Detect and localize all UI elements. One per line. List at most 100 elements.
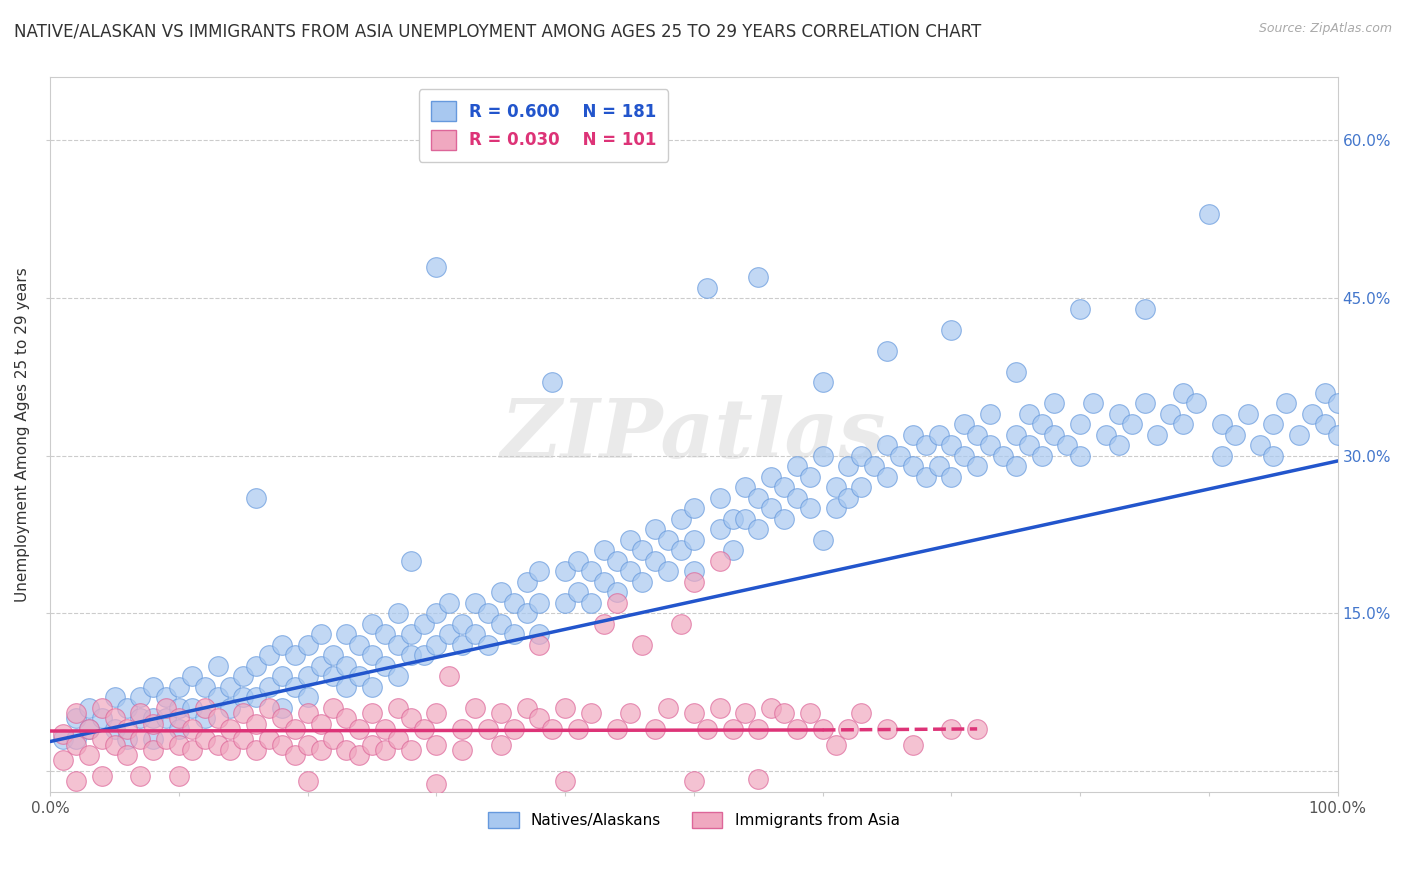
Point <box>683 564 706 578</box>
Point <box>219 743 242 757</box>
Point <box>1069 417 1091 432</box>
Point <box>335 658 357 673</box>
Point <box>245 690 267 705</box>
Point <box>721 543 744 558</box>
Point <box>90 732 112 747</box>
Point <box>270 669 292 683</box>
Point <box>284 648 307 663</box>
Point <box>1031 449 1053 463</box>
Point <box>683 574 706 589</box>
Point <box>889 449 911 463</box>
Point <box>747 722 769 736</box>
Point <box>387 638 409 652</box>
Point <box>953 417 976 432</box>
Point <box>347 638 370 652</box>
Point <box>541 722 564 736</box>
Point <box>194 732 217 747</box>
Point <box>451 616 474 631</box>
Point <box>335 627 357 641</box>
Point <box>347 748 370 763</box>
Point <box>374 743 396 757</box>
Point <box>270 701 292 715</box>
Point <box>502 722 524 736</box>
Point <box>180 669 202 683</box>
Point <box>489 706 512 720</box>
Point <box>451 743 474 757</box>
Point <box>1159 407 1181 421</box>
Point <box>167 769 190 783</box>
Point <box>425 706 447 720</box>
Point <box>515 607 537 621</box>
Point <box>824 738 846 752</box>
Point <box>232 732 254 747</box>
Point <box>451 638 474 652</box>
Point <box>232 706 254 720</box>
Point <box>734 480 756 494</box>
Point <box>245 716 267 731</box>
Point <box>579 706 602 720</box>
Point <box>837 491 859 505</box>
Point <box>811 449 834 463</box>
Point <box>592 616 614 631</box>
Point <box>592 574 614 589</box>
Point <box>52 732 75 747</box>
Point <box>425 260 447 274</box>
Point <box>928 427 950 442</box>
Point <box>1211 417 1233 432</box>
Point <box>1108 438 1130 452</box>
Point <box>786 459 808 474</box>
Point <box>901 427 924 442</box>
Point <box>1249 438 1271 452</box>
Point <box>464 596 486 610</box>
Point <box>759 469 782 483</box>
Point <box>425 738 447 752</box>
Point <box>811 375 834 389</box>
Point <box>412 616 434 631</box>
Point <box>747 270 769 285</box>
Point <box>1171 385 1194 400</box>
Point <box>425 607 447 621</box>
Point <box>876 722 898 736</box>
Point <box>361 706 384 720</box>
Point <box>270 738 292 752</box>
Point <box>245 491 267 505</box>
Point <box>941 722 963 736</box>
Point <box>966 722 988 736</box>
Point <box>219 722 242 736</box>
Point <box>579 564 602 578</box>
Point <box>142 743 165 757</box>
Point <box>1004 427 1026 442</box>
Point <box>619 706 641 720</box>
Point <box>167 738 190 752</box>
Point <box>322 648 344 663</box>
Point <box>1313 417 1336 432</box>
Point <box>1108 407 1130 421</box>
Point <box>747 522 769 536</box>
Point <box>1211 449 1233 463</box>
Point <box>335 680 357 694</box>
Point <box>322 701 344 715</box>
Point <box>824 501 846 516</box>
Point <box>464 701 486 715</box>
Point <box>606 554 628 568</box>
Point <box>709 491 731 505</box>
Point <box>773 480 796 494</box>
Point <box>374 658 396 673</box>
Point <box>1263 449 1285 463</box>
Point <box>425 776 447 790</box>
Point <box>167 680 190 694</box>
Point <box>361 680 384 694</box>
Point <box>851 706 873 720</box>
Point <box>529 638 551 652</box>
Point <box>117 732 139 747</box>
Point <box>1263 417 1285 432</box>
Point <box>1018 438 1040 452</box>
Point <box>541 375 564 389</box>
Point <box>811 533 834 547</box>
Point <box>1004 459 1026 474</box>
Point <box>619 564 641 578</box>
Point <box>65 732 87 747</box>
Point <box>1301 407 1323 421</box>
Point <box>928 459 950 474</box>
Point <box>361 616 384 631</box>
